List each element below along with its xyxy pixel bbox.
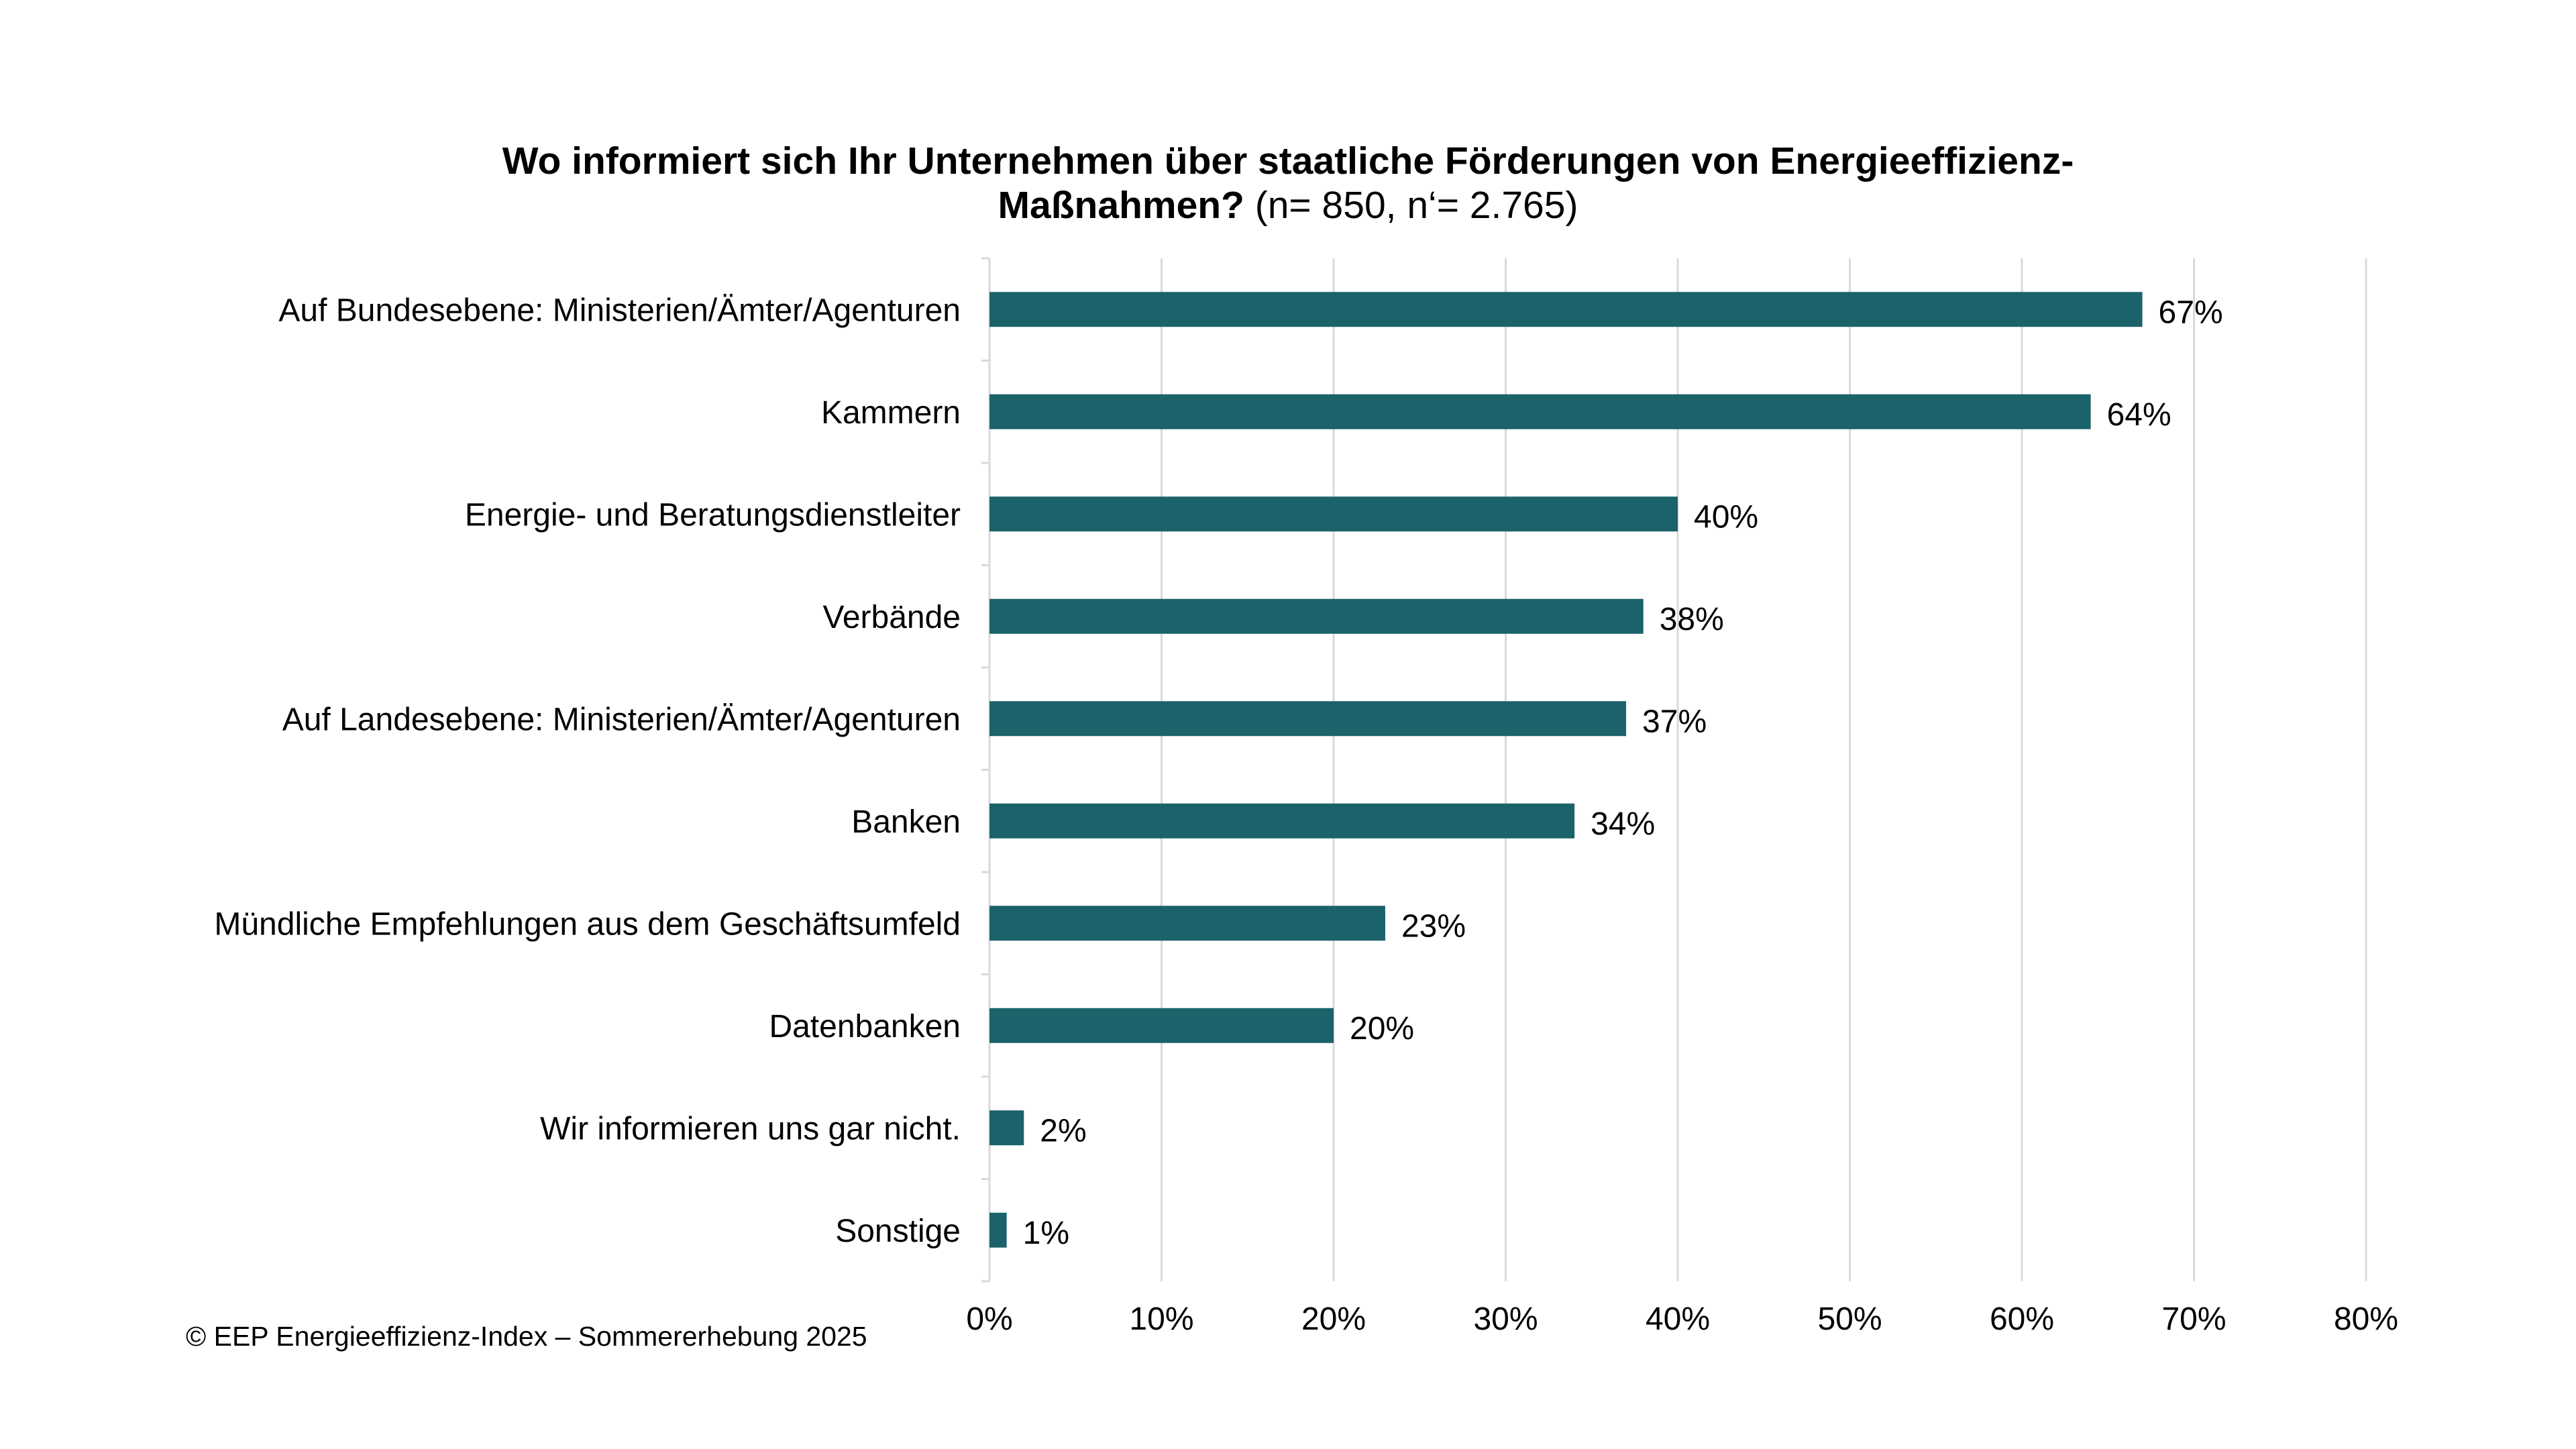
category-label: Mündliche Empfehlungen aus dem Geschäfts… (214, 906, 961, 942)
category-label: Sonstige (835, 1214, 961, 1249)
x-tick-label: 30% (1473, 1301, 1538, 1337)
x-tick-label: 50% (1817, 1301, 1882, 1337)
source-footnote: © EEP Energieeffizienz-Index – Sommererh… (186, 1321, 867, 1352)
x-tick-label: 0% (966, 1301, 1012, 1337)
category-label: Datenbanken (769, 1009, 961, 1044)
bars (989, 292, 2143, 1248)
data-label: 1% (1023, 1216, 1069, 1251)
bar (989, 496, 1678, 532)
category-label: Banken (851, 804, 961, 840)
bar (989, 1212, 1007, 1248)
bar (989, 701, 1627, 737)
category-label: Verbände (822, 600, 961, 635)
category-labels: Auf Bundesebene: Ministerien/Ämter/Agent… (214, 292, 961, 1249)
x-axis-tick-labels: 0% 10% 20% 30% 40% 50% 60% 70% 80% (966, 1301, 2398, 1337)
chart-title-bold-part-1: Wo informiert sich Ihr Unternehmen über … (502, 140, 2074, 182)
bar (989, 906, 1385, 941)
x-tick-label: 80% (2334, 1301, 2398, 1337)
data-label: 23% (1401, 908, 1466, 944)
data-label: 38% (1660, 602, 1724, 637)
data-label: 37% (1642, 704, 1707, 739)
category-label: Auf Landesebene: Ministerien/Ämter/Agent… (282, 702, 961, 737)
category-label: Energie- und Beratungsdienstleiter (465, 497, 961, 533)
category-label: Auf Bundesebene: Ministerien/Ämter/Agent… (278, 292, 961, 328)
x-tick-label: 60% (1990, 1301, 2054, 1337)
bar (989, 292, 2143, 327)
data-label: 2% (1040, 1113, 1086, 1148)
chart-title-line-2: Maßnahmen? (n= 850, n‘= 2.765) (0, 181, 2576, 229)
bar (989, 598, 1644, 634)
chart-title-sample-size: (n= 850, n‘= 2.765) (1244, 184, 1578, 227)
chart-title-bold-part-2: Maßnahmen? (998, 184, 1244, 227)
bar (989, 394, 2091, 429)
bar (989, 1110, 1024, 1146)
data-labels: 67% 64% 40% 38% 37% 34% 23% 20% 2% 1% (1023, 294, 2223, 1251)
data-label: 34% (1591, 806, 1655, 842)
category-label: Wir informieren uns gar nicht. (540, 1111, 961, 1146)
category-label: Kammern (821, 395, 961, 431)
x-tick-label: 70% (2161, 1301, 2226, 1337)
data-label: 67% (2159, 294, 2223, 330)
data-label: 40% (1694, 499, 1758, 535)
chart-title-line-1: Wo informiert sich Ihr Unternehmen über … (0, 137, 2576, 185)
x-tick-label: 40% (1646, 1301, 1710, 1337)
data-label: 20% (1350, 1011, 1414, 1046)
bar (989, 803, 1575, 839)
x-tick-label: 20% (1301, 1301, 1366, 1337)
y-axis (981, 257, 991, 1283)
x-tick-label: 10% (1129, 1301, 1193, 1337)
data-label: 64% (2107, 397, 2171, 433)
bar (989, 1008, 1334, 1043)
